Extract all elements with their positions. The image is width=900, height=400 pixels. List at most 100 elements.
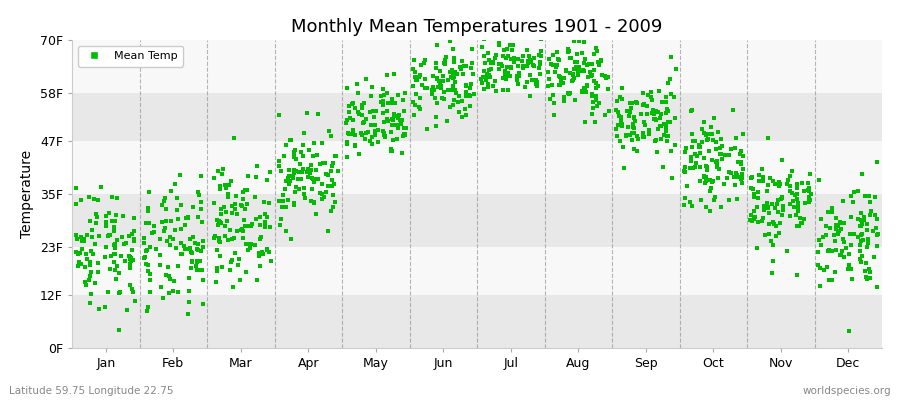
- Point: [438, 57, 453, 63]
- Point: [562, 91, 577, 97]
- Point: [516, 53, 530, 59]
- Bar: [72, 93, 882, 141]
- Point: [585, 61, 599, 67]
- Point: [236, 189, 250, 195]
- Point: [585, 99, 599, 105]
- Point: [853, 256, 868, 262]
- Point: [236, 196, 250, 202]
- Point: [616, 123, 630, 129]
- Point: [417, 60, 431, 66]
- Point: [104, 253, 119, 259]
- Point: [532, 64, 546, 71]
- Point: [251, 253, 266, 260]
- Point: [783, 188, 797, 194]
- Point: [491, 66, 506, 72]
- Point: [213, 220, 228, 226]
- Point: [307, 178, 321, 185]
- Point: [664, 148, 679, 154]
- Point: [392, 112, 406, 118]
- Point: [194, 267, 208, 274]
- Point: [86, 234, 100, 241]
- Point: [549, 64, 563, 70]
- Point: [853, 210, 868, 216]
- Point: [69, 185, 84, 191]
- Point: [86, 226, 100, 233]
- Point: [644, 110, 659, 116]
- Point: [355, 104, 369, 111]
- Point: [702, 148, 716, 154]
- Point: [98, 304, 112, 311]
- Point: [512, 72, 526, 79]
- Point: [505, 46, 519, 53]
- Point: [772, 183, 787, 189]
- Point: [220, 190, 235, 197]
- Point: [325, 183, 339, 189]
- Point: [761, 210, 776, 216]
- Point: [769, 233, 783, 239]
- Point: [492, 61, 507, 67]
- Point: [140, 204, 155, 211]
- Point: [296, 130, 310, 136]
- Point: [171, 263, 185, 269]
- Point: [734, 160, 748, 167]
- Point: [566, 72, 580, 78]
- Point: [397, 90, 411, 96]
- Point: [190, 267, 204, 273]
- Point: [699, 137, 714, 144]
- Point: [619, 132, 634, 138]
- Point: [486, 60, 500, 66]
- Point: [220, 194, 235, 200]
- Point: [833, 219, 848, 225]
- Point: [684, 154, 698, 160]
- Point: [530, 79, 544, 85]
- Point: [220, 236, 235, 243]
- Point: [351, 90, 365, 96]
- Point: [241, 173, 256, 180]
- Point: [144, 230, 158, 236]
- Point: [834, 248, 849, 254]
- Point: [491, 40, 506, 46]
- Point: [78, 279, 93, 285]
- Point: [122, 260, 137, 267]
- Point: [188, 240, 202, 247]
- Point: [747, 194, 761, 200]
- Point: [314, 191, 328, 197]
- Point: [406, 98, 420, 105]
- Point: [254, 234, 268, 240]
- Point: [576, 60, 590, 66]
- Point: [619, 108, 634, 114]
- Point: [302, 170, 317, 176]
- Point: [262, 200, 276, 206]
- Point: [224, 210, 238, 216]
- Point: [860, 227, 874, 234]
- Point: [594, 58, 608, 64]
- Point: [611, 108, 625, 115]
- Point: [103, 232, 117, 239]
- Point: [275, 191, 290, 198]
- Point: [587, 51, 601, 57]
- Point: [307, 178, 321, 185]
- Point: [190, 246, 204, 252]
- Point: [483, 60, 498, 66]
- Point: [575, 67, 590, 74]
- Point: [433, 82, 447, 89]
- Point: [448, 90, 463, 96]
- Point: [665, 175, 680, 181]
- Point: [525, 77, 539, 83]
- Point: [128, 298, 142, 305]
- Point: [708, 194, 723, 200]
- Point: [541, 82, 555, 89]
- Point: [213, 211, 228, 217]
- Point: [106, 227, 121, 234]
- Point: [586, 105, 600, 111]
- Point: [482, 84, 496, 90]
- Point: [659, 94, 673, 100]
- Point: [122, 233, 137, 240]
- Point: [869, 284, 884, 291]
- Point: [395, 97, 410, 104]
- Point: [86, 251, 100, 258]
- Point: [433, 68, 447, 74]
- Point: [385, 148, 400, 154]
- Point: [817, 267, 832, 273]
- Point: [563, 55, 578, 62]
